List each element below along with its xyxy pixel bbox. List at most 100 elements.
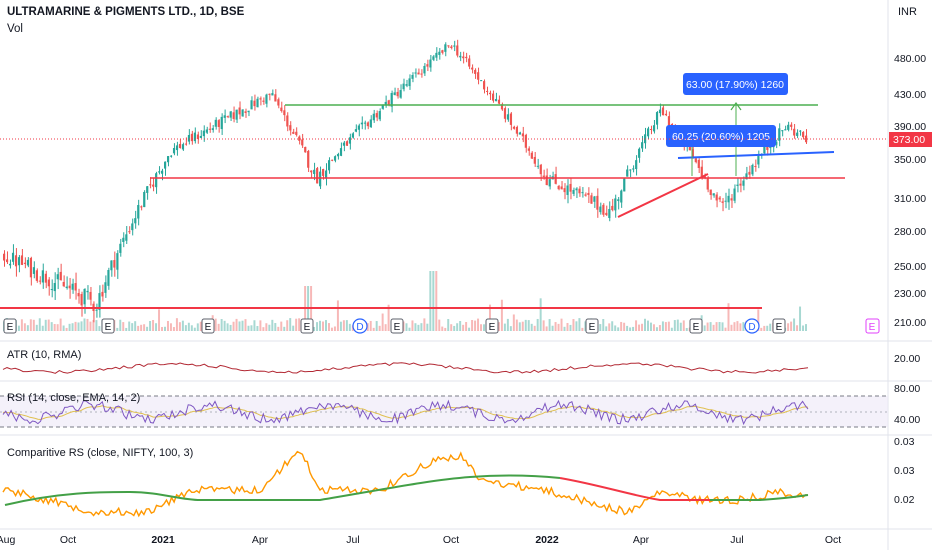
candle [322,169,325,176]
last-price-badge [889,132,932,147]
candle [599,206,602,213]
candle [220,116,223,130]
candle [757,156,760,165]
candle [486,90,489,92]
volume-bar [74,321,77,331]
price-axis-tick: 250.00 [894,261,926,273]
candle [235,109,238,120]
volume-bar [468,327,471,331]
candle [805,135,808,143]
candle [515,126,518,134]
price-axis-tick: 210.00 [894,317,926,329]
currency-label: INR [898,6,917,18]
candle [68,285,71,289]
candle [83,288,86,305]
candle [166,156,170,163]
volume-bar [584,321,587,331]
candle [518,132,521,135]
candle [542,175,545,177]
volume-bar [560,318,563,331]
candle [730,198,733,201]
earnings-marker-text: E [776,322,783,333]
volume-bar [673,320,676,331]
volume-bar [128,321,131,331]
volume-bar [164,326,166,331]
candle [211,128,214,131]
dividend-marker-text: D [356,322,363,333]
volume-bar [617,327,620,331]
candle [23,262,27,264]
candle [402,83,405,90]
volume-bar [450,324,453,331]
candle [253,100,256,107]
volume-bar [736,321,739,331]
volume-bar [178,322,181,331]
volume-bar [247,325,250,331]
volume-bar [757,309,760,331]
volume-bar [480,324,483,331]
candle [360,122,363,125]
candle [775,142,778,145]
volume-bar [432,271,435,331]
candle [274,94,277,102]
volume-bar [554,322,557,331]
volume-bar [372,327,375,331]
candle [384,101,387,106]
volume-bar [512,314,515,331]
volume-bar [471,320,474,331]
volume-bar [158,309,161,331]
volume-bar [474,320,477,331]
crs-line [2,450,809,518]
volume-bar [721,322,724,331]
volume-bar [313,326,316,331]
volume-bar [41,325,44,331]
candle [661,107,665,116]
candle [330,159,334,161]
candle [697,159,700,169]
candle [736,184,739,186]
volume-bar [420,323,423,331]
volume-bar [790,321,793,331]
volume-bar [459,321,462,331]
volume-bar [17,325,20,331]
candle [530,152,533,159]
candle [184,143,188,145]
volume-bar [715,322,718,331]
volume-bar [253,320,256,331]
candle [301,139,304,146]
volume-bar [709,322,712,331]
candle [441,50,444,53]
volume-bar [405,323,408,331]
candle [462,56,465,59]
candle [289,125,292,131]
volume-bar [125,327,128,331]
candle [244,111,247,113]
candle [488,92,492,95]
candle [453,45,456,47]
volume-bar [226,323,229,331]
candle [497,99,501,104]
volume-bar [679,322,682,331]
volume-bar [384,324,387,331]
candle [119,243,122,253]
volume-bar [649,322,652,331]
candle [393,92,396,95]
volume-bar [80,321,83,331]
candle [56,274,59,280]
volume-bar [483,324,485,331]
candle [205,129,208,133]
candle [480,80,483,82]
volume-bar [336,300,339,331]
volume-bar [497,322,500,331]
volume-bar [539,298,542,331]
earnings-marker-text: E [489,322,496,333]
earnings-marker-text: E [693,322,700,333]
candle [652,125,656,132]
candle [187,135,191,142]
candle [345,141,349,146]
volume-bar [56,324,59,331]
candle [790,124,793,127]
volume-bar [429,271,432,331]
volume-bar [581,327,584,331]
